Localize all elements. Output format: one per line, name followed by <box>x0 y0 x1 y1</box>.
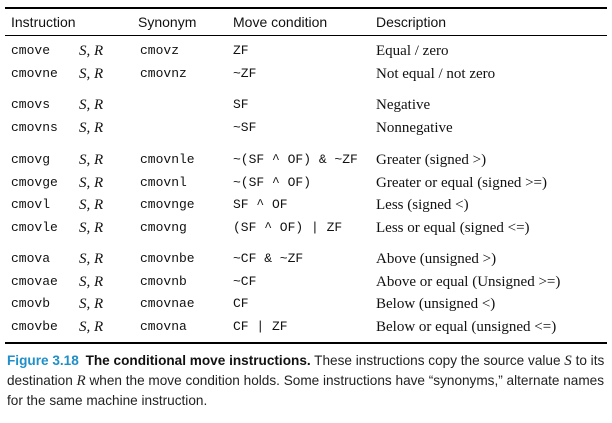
table-row: cmovle S, R cmovng (SF ^ OF) | ZF Less or eq… <box>0 217 612 239</box>
instruction-mnemonic: cmovbe <box>11 318 58 334</box>
instruction-description: Below or equal (unsigned <=) <box>376 318 557 335</box>
move-condition: SF ^ OF <box>233 197 288 212</box>
instruction-synonym: cmovnl <box>140 174 187 190</box>
instruction-operands: S, R <box>79 152 104 168</box>
bottom-rule <box>5 342 607 344</box>
instruction-operands: S, R <box>79 43 104 59</box>
table-row: cmovge S, R cmovnl ~(SF ^ OF) Greater or equ… <box>0 172 612 194</box>
move-condition: SF <box>233 97 249 112</box>
caption-text-1: These instructions copy the source value <box>310 353 565 368</box>
instruction-description: Above or equal (Unsigned >=) <box>376 273 561 290</box>
instruction-description: Equal / zero <box>376 43 449 59</box>
table-row: cmovns S, R ~SF Nonnegative <box>0 117 612 139</box>
figure-label: Figure 3.18 <box>7 353 79 368</box>
instruction-mnemonic: cmovne <box>11 65 58 81</box>
instruction-operands: S, R <box>79 219 104 236</box>
instruction-operands: S, R <box>79 197 104 213</box>
instruction-mnemonic: cmovb <box>11 296 51 311</box>
instruction-mnemonic: cmovle <box>11 219 58 235</box>
table-row: cmovg S, R cmovnle ~(SF ^ OF) & ~ZF Greater … <box>0 149 612 171</box>
instruction-operands: S, R <box>79 273 104 290</box>
instruction-operands: S, R <box>79 174 104 191</box>
move-condition: (SF ^ OF) | ZF <box>233 219 343 235</box>
instruction-description: Greater or equal (signed >=) <box>376 174 548 191</box>
move-condition: CF | ZF <box>233 318 288 334</box>
figure-caption: Figure 3.18 The conditional move instruc… <box>7 351 605 411</box>
caption-var-r: R <box>76 373 86 389</box>
move-condition: ZF <box>233 43 249 58</box>
header-synonym: Synonym <box>138 14 197 30</box>
table-row: cmovl S, R cmovnge SF ^ OF Less (signed <) <box>0 194 612 216</box>
instruction-synonym: cmovnz <box>140 65 187 81</box>
caption-text-2: to its destination <box>7 353 605 388</box>
move-condition: ~SF <box>233 119 257 135</box>
move-condition: ~CF <box>233 273 257 289</box>
instruction-operands: S, R <box>79 65 104 82</box>
move-condition: ~(SF ^ OF) & ~ZF <box>233 152 358 167</box>
instruction-description: Below (unsigned <) <box>376 296 496 312</box>
caption-title: The conditional move instructions. <box>85 353 311 368</box>
instruction-mnemonic: cmovge <box>11 174 58 190</box>
instruction-operands: S, R <box>79 318 104 335</box>
instruction-mnemonic: cmovg <box>11 152 51 167</box>
move-condition: ~ZF <box>233 65 257 81</box>
instruction-synonym: cmovnb <box>140 273 187 289</box>
table-row: cmovbe S, R cmovna CF | ZF Below or equal (u… <box>0 316 612 338</box>
instruction-mnemonic: cmovs <box>11 97 51 112</box>
instruction-description: Less (signed <) <box>376 197 469 213</box>
instruction-synonym: cmovna <box>140 318 187 334</box>
move-condition: ~(SF ^ OF) <box>233 174 312 190</box>
instruction-synonym: cmovz <box>140 43 180 58</box>
instruction-mnemonic: cmove <box>11 43 51 58</box>
instruction-synonym: cmovnbe <box>140 251 195 266</box>
table-row: cmova S, R cmovnbe ~CF & ~ZF Above (unsigned… <box>0 248 612 270</box>
instruction-synonym: cmovnge <box>140 197 195 212</box>
instruction-description: Above (unsigned >) <box>376 251 497 267</box>
instruction-description: Greater (signed >) <box>376 152 487 168</box>
caption-var-s: S <box>564 353 572 369</box>
instruction-description: Not equal / not zero <box>376 65 496 82</box>
instruction-operands: S, R <box>79 97 104 113</box>
instruction-synonym: cmovnae <box>140 296 195 311</box>
instruction-operands: S, R <box>79 296 104 312</box>
header-rule <box>5 35 607 36</box>
table-row: cmovne S, R cmovnz ~ZF Not equal / not zero <box>0 63 612 85</box>
instruction-synonym: cmovng <box>140 219 187 235</box>
table-row: cmove S, R cmovz ZF Equal / zero <box>0 40 612 62</box>
instruction-description: Nonnegative <box>376 119 453 136</box>
header-description: Description <box>376 14 447 30</box>
instruction-synonym: cmovnle <box>140 152 195 167</box>
instruction-operands: S, R <box>79 251 104 267</box>
instruction-description: Negative <box>376 97 431 113</box>
instruction-operands: S, R <box>79 119 104 136</box>
move-condition: CF <box>233 296 249 311</box>
move-condition: ~CF & ~ZF <box>233 251 304 266</box>
top-rule <box>5 7 607 9</box>
table-row: cmovs S, R SF Negative <box>0 94 612 116</box>
header-move-condition: Move condition <box>233 14 328 30</box>
instruction-description: Less or equal (signed <=) <box>376 219 530 236</box>
caption-text-3: when the move condition holds. Some inst… <box>7 373 605 408</box>
instruction-mnemonic: cmovae <box>11 273 58 289</box>
table-row: cmovb S, R cmovnae CF Below (unsigned <) <box>0 293 612 315</box>
instruction-mnemonic: cmovns <box>11 119 58 135</box>
header-instruction: Instruction <box>11 14 76 30</box>
instruction-mnemonic: cmovl <box>11 197 51 212</box>
instruction-mnemonic: cmova <box>11 251 51 266</box>
table-row: cmovae S, R cmovnb ~CF Above or equal (Unsig… <box>0 271 612 293</box>
